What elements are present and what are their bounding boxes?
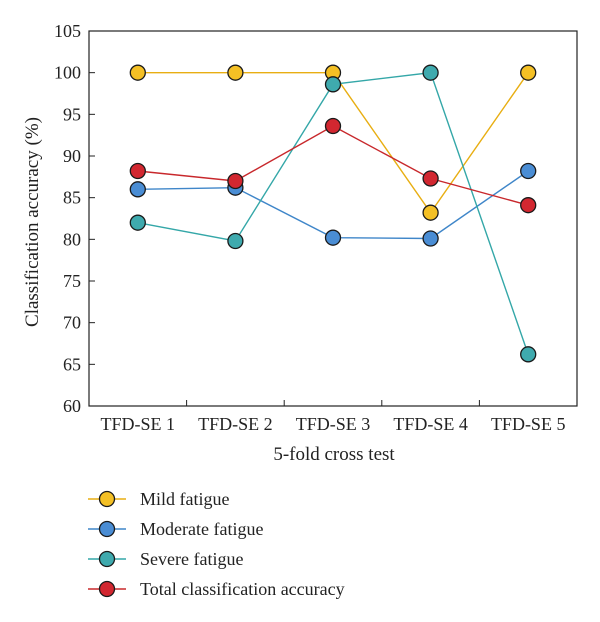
series-0-point-1: [227, 64, 244, 81]
y-tick-label: 95: [63, 104, 81, 124]
y-tick-label: 105: [54, 21, 81, 41]
series-lines: [137, 71, 529, 355]
legend-marker: [98, 490, 116, 508]
series-1-point-3: [422, 230, 439, 247]
series-1-point-2: [324, 229, 342, 246]
legend-item-0: Mild fatigue: [88, 489, 229, 509]
y-tick-label: 70: [63, 313, 81, 333]
series-1-point-4: [520, 162, 537, 180]
legend-label: Total classification accuracy: [140, 579, 345, 599]
series-line-1: [137, 170, 529, 240]
series-3-point-4: [520, 197, 537, 214]
y-tick-label: 60: [63, 396, 81, 416]
series-2-point-0: [129, 214, 146, 231]
series-2-point-4: [520, 346, 537, 363]
legend-marker: [98, 580, 116, 598]
x-tick-label: TFD-SE 4: [393, 414, 468, 434]
y-tick-label: 100: [54, 63, 81, 83]
y-axis-label: Classification accuracy (%): [22, 117, 43, 327]
y-tick-label: 80: [63, 229, 81, 249]
x-tick-label: TFD-SE 5: [491, 414, 566, 434]
plot-area-frame: [88, 30, 578, 407]
series-line-3: [137, 125, 529, 206]
series-line-2: [137, 71, 529, 355]
x-axis-label: 5-fold cross test: [273, 444, 395, 465]
legend-label: Moderate fatigue: [140, 519, 263, 539]
x-tick-label: TFD-SE 3: [296, 414, 371, 434]
series-2-point-2: [324, 76, 342, 93]
legend-marker: [98, 520, 116, 538]
x-tick-label: TFD-SE 1: [101, 414, 176, 434]
series-0-point-4: [520, 64, 537, 81]
series-3-point-1: [227, 172, 244, 190]
y-tick-label: 65: [63, 354, 81, 374]
series-line-0: [137, 71, 529, 214]
axis-labels: 5-fold cross test Classification accurac…: [22, 117, 395, 465]
axes: 60 65 70 75 80 85 90 95 100 105 TFD-SE 1 TFD-SE 2 TF…: [54, 21, 578, 434]
legend-label: Mild fatigue: [140, 489, 229, 509]
series-markers: [129, 64, 537, 363]
y-tick-label: 85: [63, 188, 81, 208]
series-3-point-0: [129, 162, 146, 180]
series-0-point-0: [129, 64, 146, 81]
legend: Mild fatigue Moderate fatigue Severe fatig…: [88, 489, 345, 599]
legend-item-2: Severe fatigue: [88, 549, 243, 569]
series-3-point-2: [324, 117, 342, 135]
legend-label: Severe fatigue: [140, 549, 243, 569]
legend-item-1: Moderate fatigue: [88, 519, 263, 539]
series-2-point-3: [422, 64, 439, 81]
y-tick-label: 90: [63, 146, 81, 166]
series-1-point-0: [129, 181, 146, 198]
series-0-point-3: [422, 204, 439, 221]
legend-marker: [98, 550, 116, 568]
y-tick-label: 75: [63, 271, 81, 291]
series-3-point-3: [422, 170, 439, 187]
legend-item-3: Total classification accuracy: [88, 579, 345, 599]
series-2-point-1: [227, 232, 244, 250]
x-tick-label: TFD-SE 2: [198, 414, 273, 434]
